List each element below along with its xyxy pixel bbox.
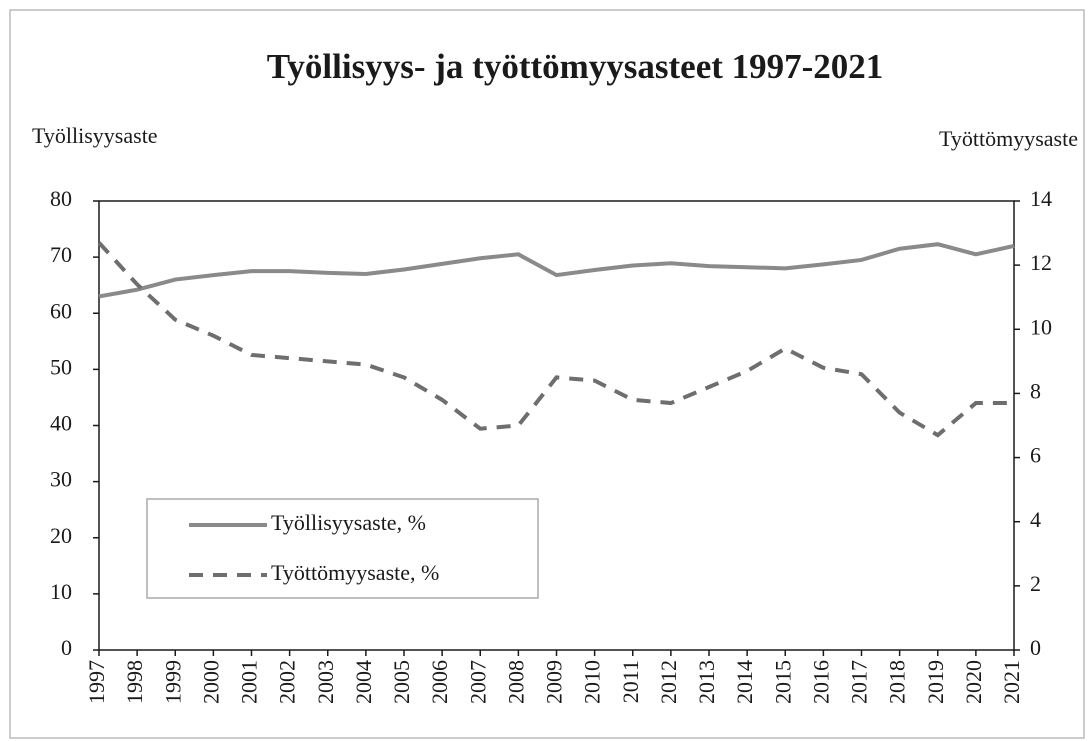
y-tick-label: 10 (50, 579, 72, 604)
legend-label: Työllisyysaste, % (271, 510, 426, 535)
y-tick-label: 0 (61, 635, 72, 660)
y-axis-label: Työllisyysaste (32, 123, 158, 148)
x-tick-label: 2004 (351, 660, 376, 704)
x-tick-label: 2013 (694, 660, 719, 704)
x-tick-label: 2009 (542, 660, 567, 704)
y-tick-label: 70 (50, 242, 72, 267)
y2-axis-label: Työttömyysaste (939, 126, 1078, 151)
x-tick-label: 2002 (275, 660, 300, 704)
y2-tick-label: 2 (1030, 571, 1041, 596)
y2-tick-label: 12 (1030, 250, 1052, 275)
x-tick-label: 2005 (389, 660, 414, 704)
x-tick-label: 2017 (847, 660, 872, 704)
x-tick-label: 1997 (84, 660, 109, 704)
y-tick-label: 30 (50, 467, 72, 492)
x-tick-label: 1998 (122, 660, 147, 704)
y2-tick-label: 10 (1030, 314, 1052, 339)
y-tick-label: 60 (50, 298, 72, 323)
x-tick-label: 2003 (313, 660, 338, 704)
x-tick-label: 2021 (999, 660, 1024, 704)
x-tick-label: 2006 (427, 660, 452, 704)
x-tick-label: 2018 (885, 660, 910, 704)
chart-title: Työllisyys- ja työttömyysasteet 1997-202… (267, 47, 884, 86)
y2-tick-label: 8 (1030, 378, 1041, 403)
x-tick-label: 2020 (961, 660, 986, 704)
x-tick-label: 2012 (656, 660, 681, 704)
x-tick-label: 2000 (198, 660, 223, 704)
legend-label: Työttömyysaste, % (271, 560, 439, 585)
series-line (98, 242, 1015, 299)
x-tick-label: 2019 (923, 660, 948, 704)
x-tick-label: 2010 (580, 660, 605, 704)
y-tick-label: 40 (50, 411, 72, 436)
y2-tick-label: 6 (1030, 443, 1041, 468)
series-line (97, 241, 1014, 438)
legend-box (146, 498, 539, 599)
x-tick-label: 2014 (732, 660, 757, 704)
x-tick-label: 2001 (237, 660, 262, 704)
y-tick-label: 50 (50, 354, 72, 379)
y2-tick-label: 14 (1030, 186, 1052, 211)
x-tick-label: 1999 (160, 660, 185, 704)
x-tick-label: 2015 (770, 660, 795, 704)
y-tick-label: 20 (50, 523, 72, 548)
x-tick-label: 2007 (465, 660, 490, 704)
x-tick-label: 2011 (618, 660, 643, 703)
x-tick-label: 2008 (503, 660, 528, 704)
y2-tick-label: 0 (1030, 635, 1041, 660)
y-tick-label: 80 (50, 186, 72, 211)
chart-frame (9, 9, 1085, 739)
y2-tick-label: 4 (1030, 507, 1041, 532)
x-tick-label: 2016 (808, 660, 833, 704)
